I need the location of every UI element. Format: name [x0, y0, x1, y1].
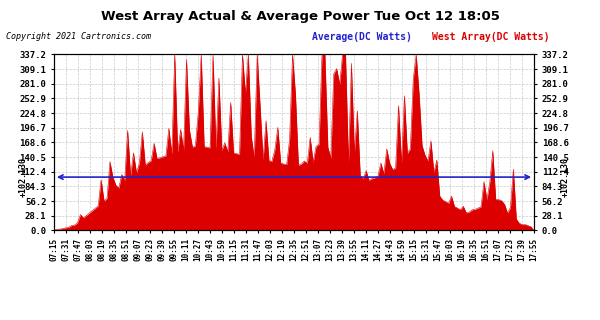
Text: Average(DC Watts): Average(DC Watts) [312, 32, 412, 42]
Text: +102.130: +102.130 [561, 157, 570, 197]
Text: +102.130: +102.130 [18, 157, 28, 197]
Text: West Array Actual & Average Power Tue Oct 12 18:05: West Array Actual & Average Power Tue Oc… [101, 10, 499, 23]
Text: Copyright 2021 Cartronics.com: Copyright 2021 Cartronics.com [6, 32, 151, 41]
Text: West Array(DC Watts): West Array(DC Watts) [432, 32, 550, 42]
